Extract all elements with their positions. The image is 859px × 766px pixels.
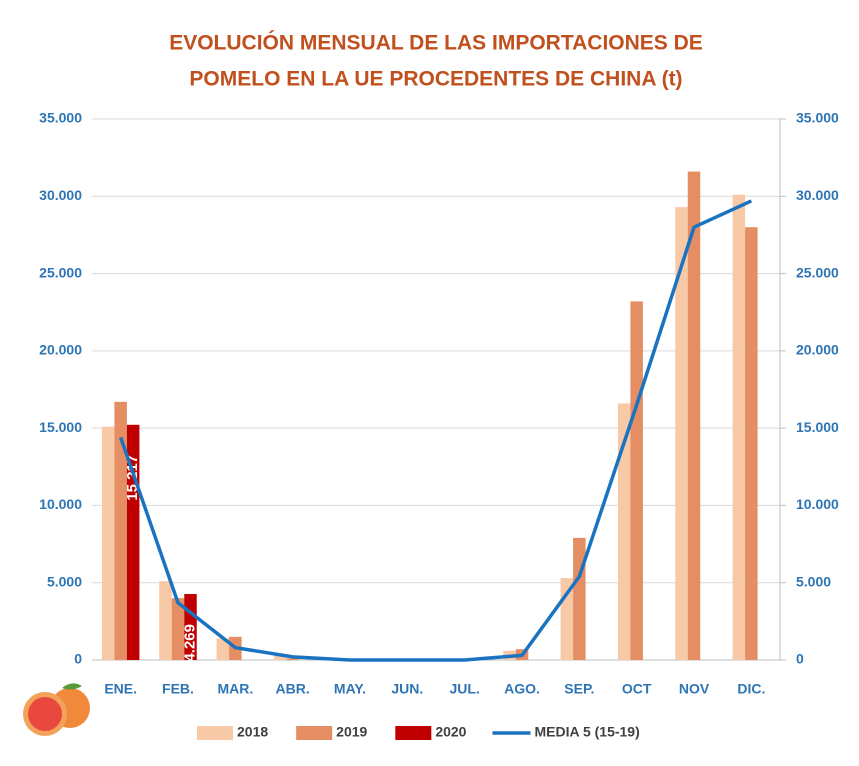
legend-label: 2018 [237,724,268,740]
y2-tick-label: 10.000 [796,496,839,512]
x-tick-label: MAR. [217,681,253,697]
grapefruit-icon [23,683,90,736]
bar [102,427,115,660]
x-tick-label: AGO. [504,681,540,697]
bar [745,227,758,660]
legend-label: 2019 [336,724,367,740]
y-tick-label: 25.000 [39,264,82,280]
bar [159,581,172,660]
y-tick-label: 5.000 [47,573,82,589]
x-tick-label: MAY. [334,681,366,697]
x-tick-label: ENE. [104,681,137,697]
bar [630,301,643,660]
legend-swatch [395,726,431,740]
y2-tick-label: 35.000 [796,110,839,126]
y2-tick-label: 15.000 [796,419,839,435]
bar [733,195,746,660]
y-tick-label: 10.000 [39,496,82,512]
chart: EVOLUCIÓN MENSUAL DE LAS IMPORTACIONES D… [0,0,859,761]
y2-tick-label: 30.000 [796,187,839,203]
chart-title: EVOLUCIÓN MENSUAL DE LAS IMPORTACIONES D… [169,31,703,55]
x-tick-label: FEB. [162,681,194,697]
legend-label: MEDIA 5 (15-19) [534,724,639,740]
bar [573,538,586,660]
x-tick-label: JUL. [449,681,479,697]
legend-swatch [296,726,332,740]
legend-label: 2020 [435,724,466,740]
legend-swatch [197,726,233,740]
x-tick-label: SEP. [564,681,594,697]
x-tick-label: ABR. [276,681,310,697]
line-series [121,201,752,660]
y2-tick-label: 0 [796,651,804,667]
y-tick-label: 0 [74,651,82,667]
y-tick-label: 15.000 [39,419,82,435]
x-tick-label: DIC. [737,681,765,697]
y2-tick-label: 5.000 [796,573,831,589]
y2-tick-label: 25.000 [796,264,839,280]
x-tick-label: NOV [679,681,710,697]
value-label: 4.269 [181,624,198,662]
y-tick-label: 35.000 [39,110,82,126]
chart-title: POMELO EN LA UE PROCEDENTES DE CHINA (t) [189,68,682,91]
y2-tick-label: 20.000 [796,342,839,358]
x-tick-label: JUN. [391,681,423,697]
y-tick-label: 20.000 [39,342,82,358]
y-tick-label: 30.000 [39,187,82,203]
x-tick-label: OCT [622,681,652,697]
